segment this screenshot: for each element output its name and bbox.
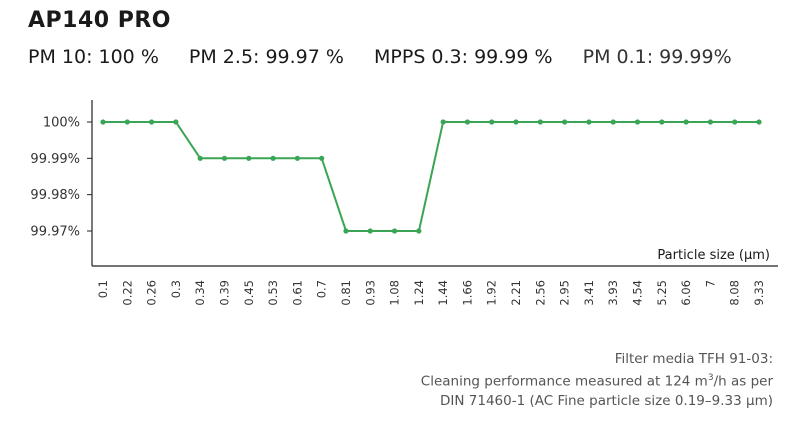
x-tick-label: 0.3 [169, 280, 183, 298]
y-tick-label: 99.99% [30, 152, 80, 167]
footnote-line-3: DIN 71460-1 (AC Fine particle size 0.19–… [440, 392, 773, 409]
data-point [732, 119, 738, 125]
x-tick-label: 9.33 [752, 280, 766, 306]
x-tick-label: 0.22 [120, 280, 134, 306]
x-tick-label: 3.93 [606, 280, 620, 306]
data-point [124, 119, 130, 125]
x-tick-label: 2.21 [509, 280, 523, 306]
x-tick-label: 0.7 [315, 280, 329, 298]
data-point [659, 119, 665, 125]
footnote: Filter media TFH 91-03: Cleaning perform… [421, 350, 773, 411]
data-point [319, 155, 325, 161]
x-tick-label: 4.54 [631, 280, 645, 306]
data-point [197, 155, 203, 161]
data-point [683, 119, 689, 125]
data-point [367, 228, 373, 234]
data-point [391, 228, 398, 234]
x-tick-label: 6.06 [679, 280, 693, 306]
data-point [294, 155, 300, 161]
data-point [246, 155, 252, 161]
x-tick-label: 3.41 [582, 280, 596, 306]
data-point [707, 119, 714, 125]
x-axis-title: Particle size (µm) [657, 248, 770, 263]
series-line [103, 121, 759, 232]
x-tick-label: 7 [703, 280, 717, 287]
data-point [489, 119, 495, 125]
x-tick-label: 0.34 [193, 280, 207, 306]
x-tick-label: 1.44 [436, 280, 450, 306]
data-point [270, 155, 276, 161]
data-point [173, 119, 179, 125]
x-tick-label: 0.1 [96, 280, 110, 298]
x-tick-label: 0.93 [363, 280, 377, 306]
data-point [221, 155, 228, 161]
data-point [440, 119, 446, 125]
x-tick-label: 1.24 [412, 280, 426, 306]
footnote-line-2-unit: /h as per [713, 373, 773, 390]
data-point [586, 119, 592, 125]
metric-pm25: PM 2.5: 99.97 % [188, 46, 344, 68]
data-point [100, 119, 106, 125]
data-point [416, 228, 422, 234]
metric-mpps: MPPS 0.3: 99.99 % [374, 46, 553, 68]
x-tick-label: 0.45 [242, 280, 256, 306]
x-tick-label: 0.26 [145, 280, 159, 306]
x-tick-label: 1.66 [460, 280, 474, 306]
metric-pm01: PM 0.1: 99.99% [582, 46, 732, 68]
y-tick-label: 99.98% [30, 188, 80, 203]
data-point [513, 119, 519, 125]
x-tick-label: 0.61 [290, 280, 304, 306]
x-tick-label: 0.39 [217, 280, 231, 306]
x-tick-label: 8.08 [728, 280, 742, 306]
metrics-row: PM 10: 100 % PM 2.5: 99.97 % MPPS 0.3: 9… [28, 46, 732, 68]
metric-pm10: PM 10: 100 % [28, 46, 159, 68]
data-point [464, 119, 471, 125]
footnote-line-2-text: Cleaning performance measured at 124 m [420, 373, 708, 390]
x-tick-label: 1.92 [485, 280, 499, 306]
data-point [537, 119, 543, 125]
x-tick-label: 0.53 [266, 280, 280, 306]
x-tick-label: 2.95 [558, 280, 572, 306]
product-title: AP140 PRO [28, 8, 171, 33]
x-tick-label: 0.81 [339, 280, 353, 306]
data-point [634, 119, 641, 125]
x-tick-label: 1.08 [388, 280, 402, 306]
data-point [756, 119, 762, 125]
footnote-line-1: Filter media TFH 91-03: [614, 351, 773, 367]
x-tick-label: 5.25 [655, 280, 669, 306]
footnote-unit-superscript: 3 [707, 373, 714, 383]
data-point [148, 119, 155, 125]
data-point [343, 228, 349, 234]
y-tick-label: 99.97% [30, 225, 80, 240]
footnote-line-2: Cleaning performance measured at 124 m3/… [421, 369, 773, 392]
x-tick-label: 2.56 [533, 280, 547, 306]
data-point [562, 119, 568, 125]
data-point [610, 119, 616, 125]
y-tick-label: 100% [43, 116, 80, 131]
